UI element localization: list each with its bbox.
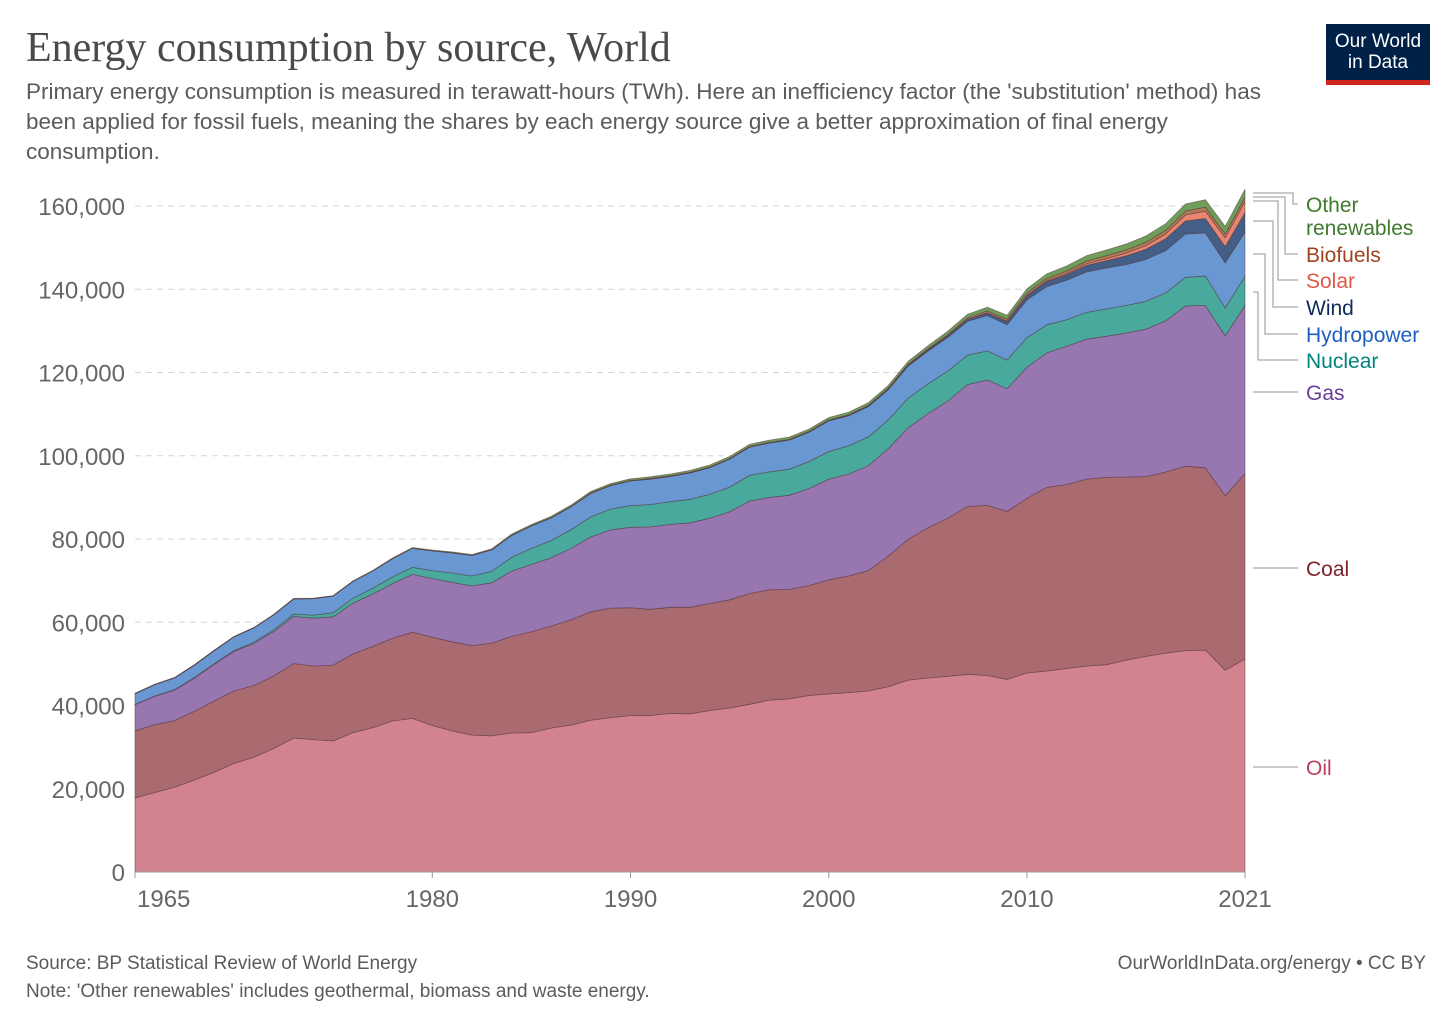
x-tick-label: 2000 [802,886,855,913]
legend-label-wind[interactable]: Wind [1306,297,1354,320]
legend-label-coal[interactable]: Coal [1306,558,1349,581]
legend-connector [1253,253,1298,335]
x-tick-label: 1965 [137,886,190,913]
y-tick-label: 120,000 [38,361,125,388]
credit-link[interactable]: OurWorldInData.org/energy • CC BY [1117,953,1426,974]
y-tick-label: 140,000 [38,277,125,304]
legend-label-other-renewables[interactable]: renewables [1306,217,1413,240]
logo-line-2: in Data [1347,52,1409,73]
x-tick-label: 2021 [1218,886,1271,913]
y-tick-label: 80,000 [52,527,125,554]
legend-label-hydropower[interactable]: Hydropower [1306,324,1419,347]
legend-connector [1253,220,1298,308]
legend-label-nuclear[interactable]: Nuclear [1306,350,1378,373]
area-other-renewables[interactable] [134,189,1246,695]
legend-connector [1253,196,1298,255]
owid-logo[interactable]: Our World in Data [1326,24,1430,85]
y-tick-label: 20,000 [52,777,125,804]
legend-label-gas[interactable]: Gas [1306,382,1345,405]
x-tick-label: 1990 [604,886,657,913]
logo-line-1: Our World [1334,31,1422,52]
legend-label-solar[interactable]: Solar [1306,270,1355,293]
logo-red-bar [1326,80,1430,85]
note-text: Note: 'Other renewables' includes geothe… [26,981,650,1002]
x-tick-label: 1980 [406,886,459,913]
legend-connector [1253,192,1298,205]
legend: Oil Coal Gas Nuclear Hydropower Wind Solar Biof… [1253,192,1419,780]
legend-label-oil[interactable]: Oil [1306,757,1332,780]
area-series [134,189,1246,873]
legend-label-biofuels[interactable]: Biofuels [1306,244,1381,267]
legend-label-other-renewables[interactable]: Other [1306,194,1359,217]
y-tick-label: 60,000 [52,610,125,637]
y-tick-label: 100,000 [38,444,125,471]
chart-title: Energy consumption by source, World [26,25,671,71]
x-tick-label: 2010 [1000,886,1053,913]
y-tick-label: 160,000 [38,194,125,221]
source-text: Source: BP Statistical Review of World E… [26,953,418,974]
legend-connector [1253,200,1298,281]
legend-connector [1253,291,1298,361]
y-tick-label: 40,000 [52,694,125,721]
chart-subtitle: Primary energy consumption is measured i… [26,79,1261,164]
y-tick-label: 0 [112,860,125,887]
axes: 0 20,000 40,000 60,000 80,000 100,000 120,000 1… [38,194,1271,913]
